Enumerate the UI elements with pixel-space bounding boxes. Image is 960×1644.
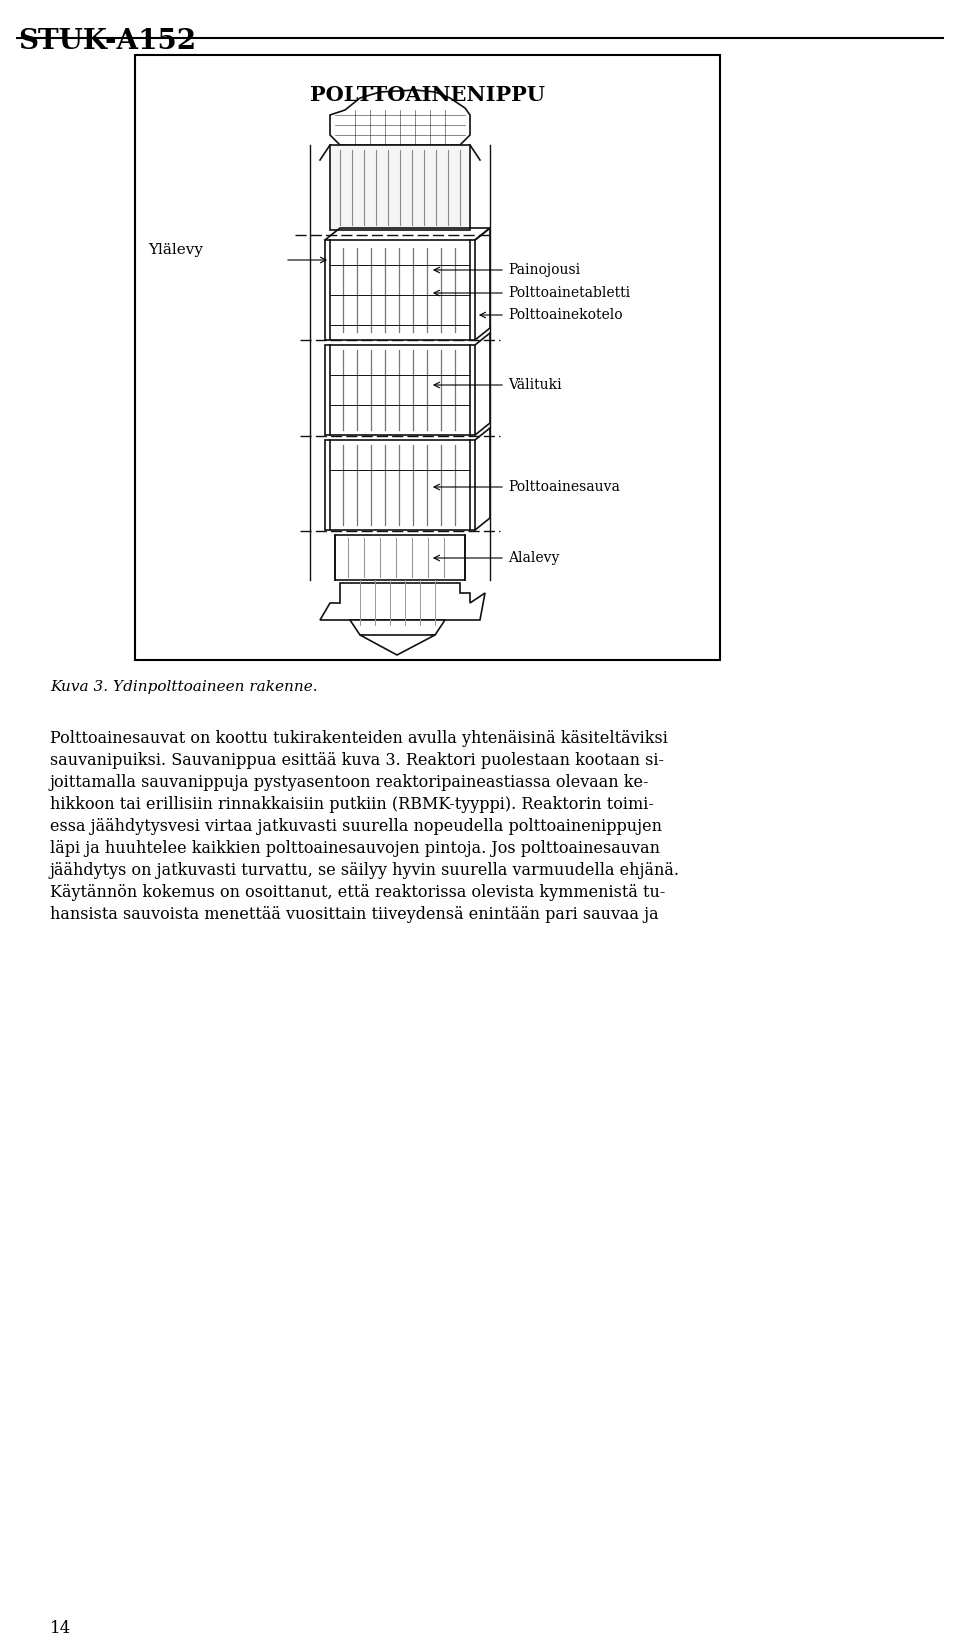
Text: hansista sauvoista menettää vuosittain tiiveydensä enintään pari sauvaa ja: hansista sauvoista menettää vuosittain t… xyxy=(50,906,659,922)
Text: Polttoainekotelo: Polttoainekotelo xyxy=(508,307,623,322)
Polygon shape xyxy=(350,620,445,640)
Bar xyxy=(335,534,465,580)
Text: Välituki: Välituki xyxy=(508,378,562,391)
Text: Ylälevy: Ylälevy xyxy=(148,243,203,256)
Text: joittamalla sauvanippuja pystyasentoon reaktoripaineastiassa olevaan ke-: joittamalla sauvanippuja pystyasentoon r… xyxy=(50,774,650,791)
Polygon shape xyxy=(320,584,485,620)
Text: Painojousi: Painojousi xyxy=(508,263,580,276)
Text: läpi ja huuhtelee kaikkien polttoainesauvojen pintoja. Jos polttoainesauvan: läpi ja huuhtelee kaikkien polttoainesau… xyxy=(50,840,660,857)
Text: sauvanipuiksi. Sauvanippua esittää kuva 3. Reaktori puolestaan kootaan si-: sauvanipuiksi. Sauvanippua esittää kuva … xyxy=(50,751,664,769)
Text: Polttoainetabletti: Polttoainetabletti xyxy=(508,286,630,299)
Bar xyxy=(325,240,475,340)
Bar xyxy=(325,345,475,436)
Text: essa jäähdytysvesi virtaa jatkuvasti suurella nopeudella polttoainenippujen: essa jäähdytysvesi virtaa jatkuvasti suu… xyxy=(50,819,662,835)
Text: STUK-A152: STUK-A152 xyxy=(18,28,196,54)
Polygon shape xyxy=(360,635,435,654)
Text: jäähdytys on jatkuvasti turvattu, se säilyy hyvin suurella varmuudella ehjänä.: jäähdytys on jatkuvasti turvattu, se säi… xyxy=(50,861,680,880)
Text: 14: 14 xyxy=(50,1619,71,1637)
Text: Kuva 3. Ydinpolttoaineen rakenne.: Kuva 3. Ydinpolttoaineen rakenne. xyxy=(50,681,318,694)
Text: Käytännön kokemus on osoittanut, että reaktorissa olevista kymmenistä tu-: Käytännön kokemus on osoittanut, että re… xyxy=(50,884,665,901)
Text: Polttoainesauva: Polttoainesauva xyxy=(508,480,620,493)
Text: Alalevy: Alalevy xyxy=(508,551,560,566)
Polygon shape xyxy=(330,90,470,145)
Text: Polttoainesauvat on koottu tukirakenteiden avulla yhtenäisinä käsiteltäviksi: Polttoainesauvat on koottu tukirakenteid… xyxy=(50,730,668,746)
Bar xyxy=(330,145,470,230)
Bar xyxy=(325,441,475,529)
Bar xyxy=(135,54,720,659)
Text: POLTTOAINENIPPU: POLTTOAINENIPPU xyxy=(310,85,545,105)
Text: hikkoon tai erillisiin rinnakkaisiin putkiin (RBMK-tyyppi). Reaktorin toimi-: hikkoon tai erillisiin rinnakkaisiin put… xyxy=(50,796,654,814)
